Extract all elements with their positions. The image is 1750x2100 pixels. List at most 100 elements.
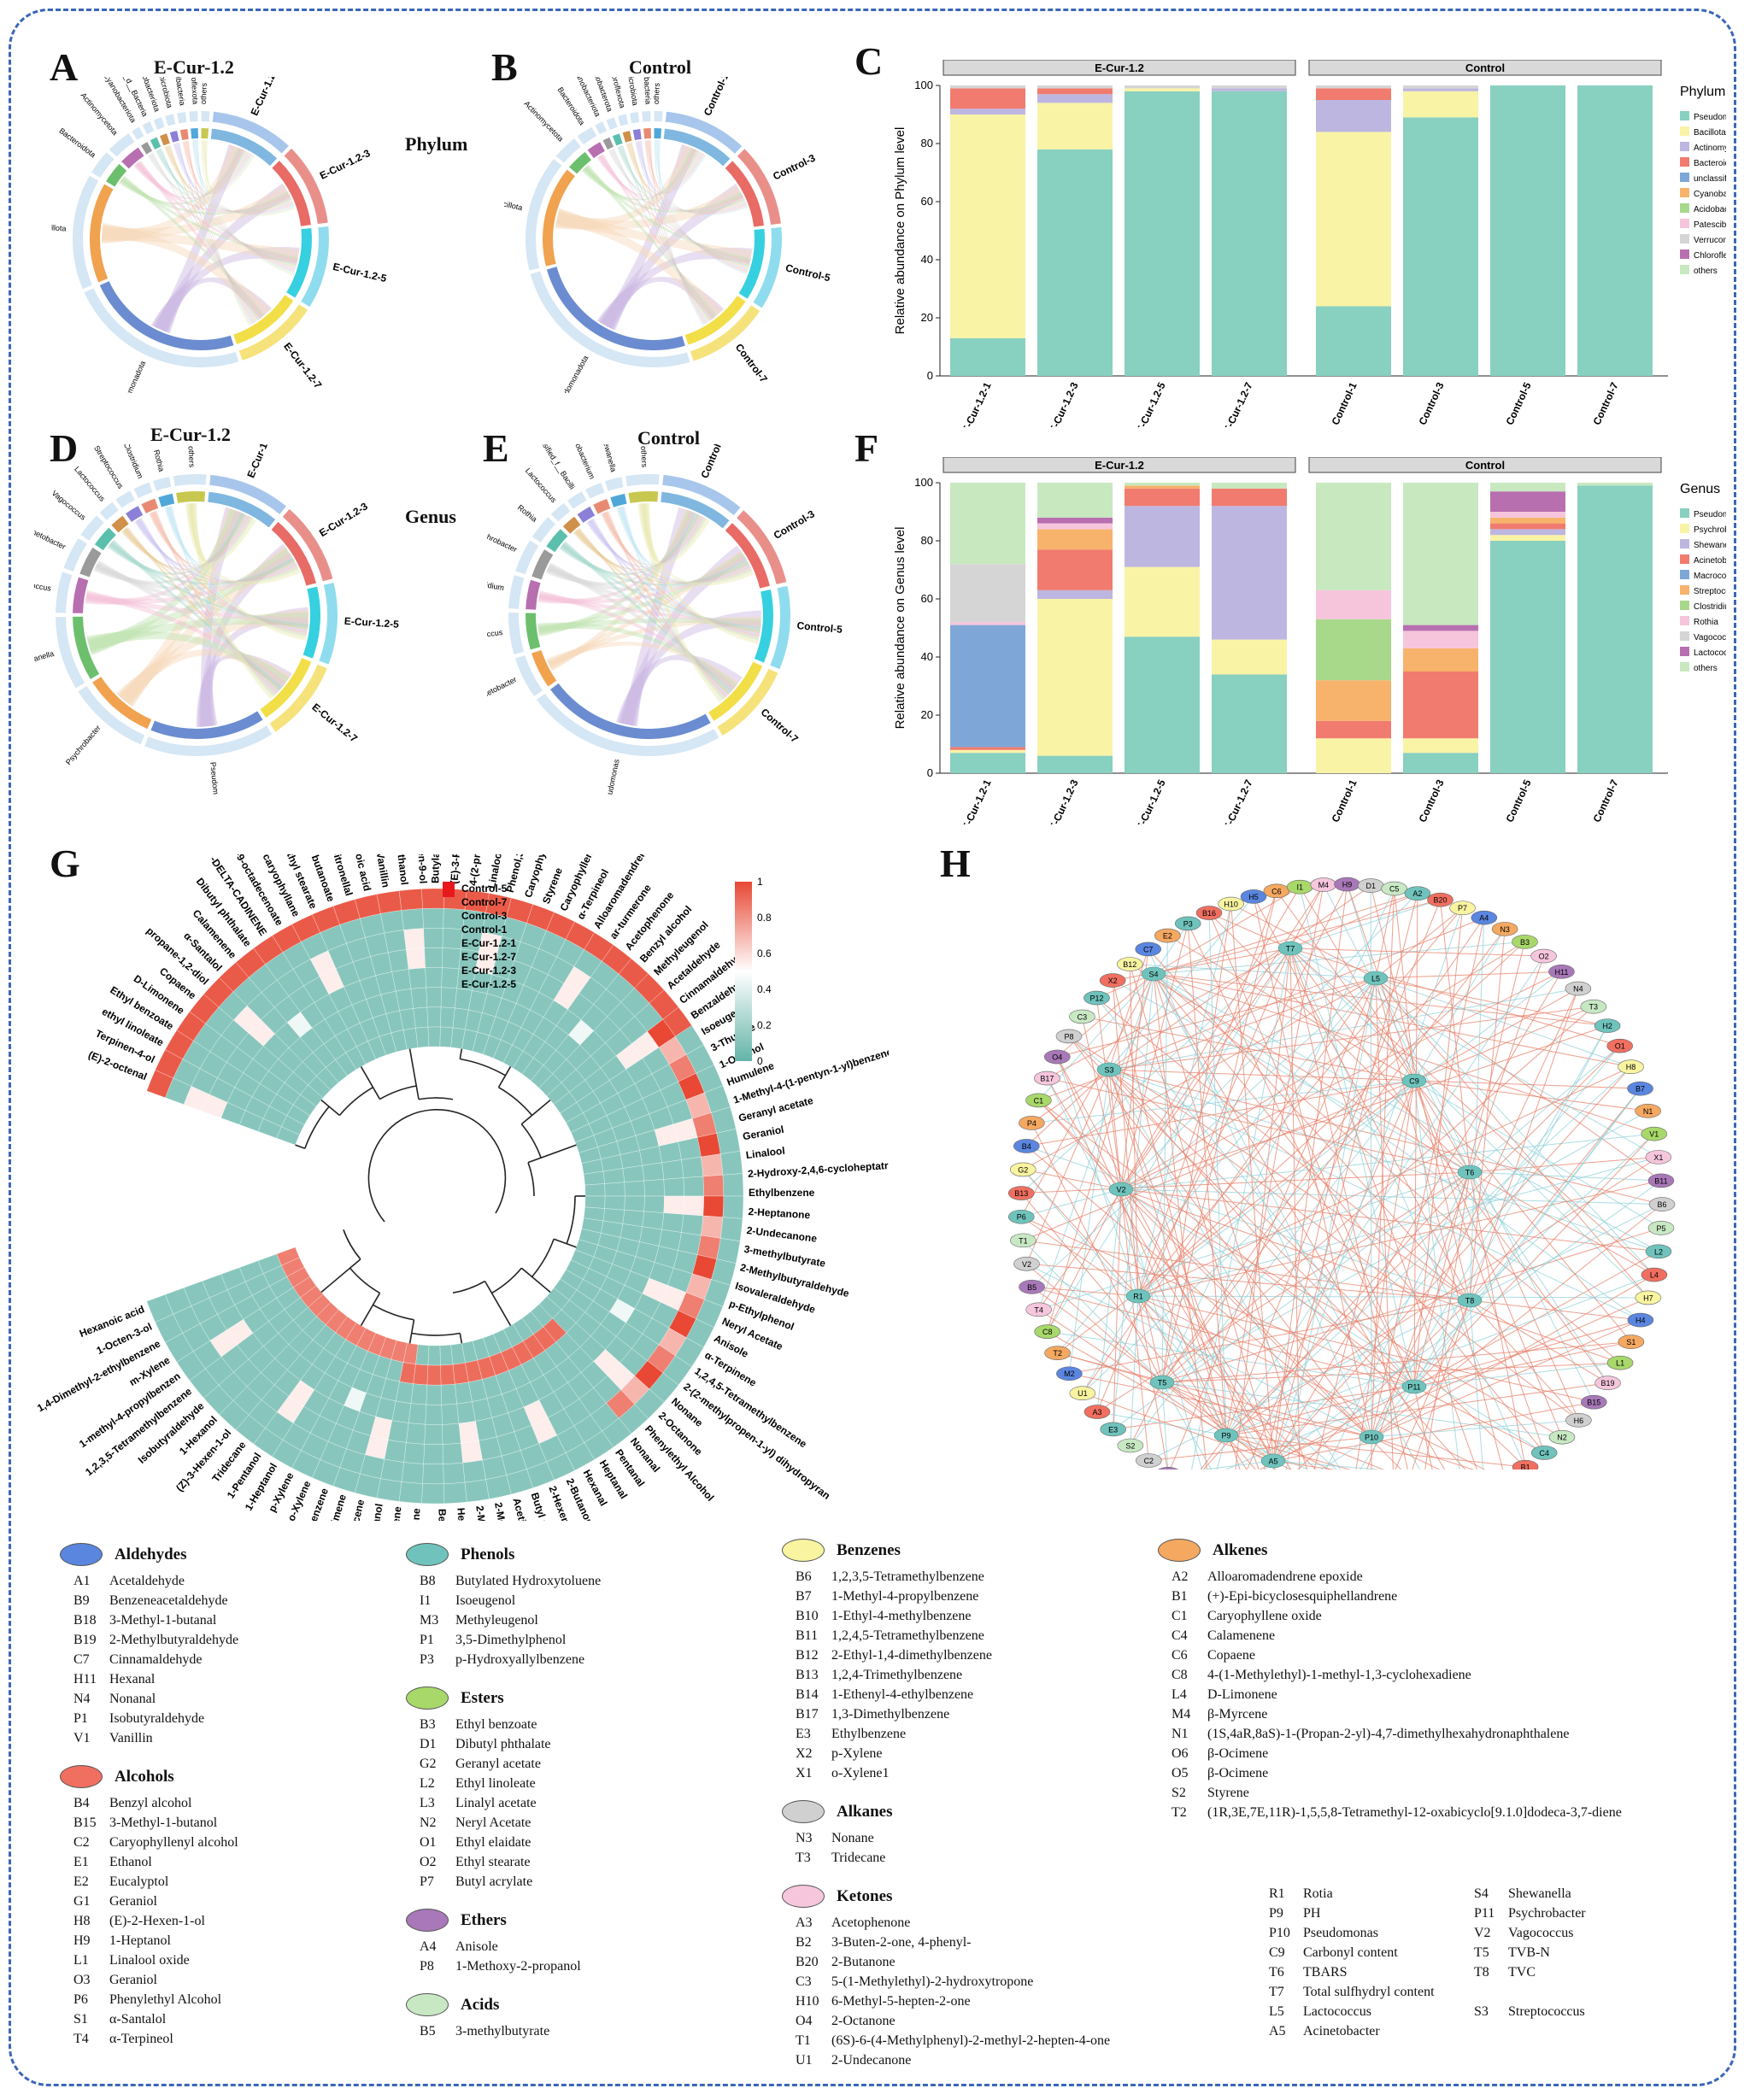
legend-item-name: Acetaldehyde — [109, 1574, 185, 1588]
category-name: Esters — [461, 1689, 504, 1707]
legend-item: T1 (6S)-6-(4-Methylphenyl)-2-methyl-2-hep… — [782, 2031, 1158, 2050]
network-edge — [1413, 1025, 1608, 1387]
heatmap-cell — [442, 947, 461, 970]
category-oval-icon — [406, 1993, 449, 2016]
network-node-label: T4 — [1034, 1305, 1043, 1314]
network-edge — [1068, 1035, 1372, 1438]
network-edge — [1469, 1088, 1641, 1301]
phylum-bar-segment — [1403, 117, 1478, 376]
legend-item-code: T2 — [1172, 1805, 1187, 1820]
legend-item-code: N2 — [420, 1816, 437, 1830]
chord-inner-arc — [612, 133, 623, 146]
dendrogram-root — [367, 1109, 507, 1223]
network-node-label: T1 — [1019, 1236, 1028, 1245]
chord-sector-label: Chloroflexota — [189, 77, 200, 104]
legend-item: P3 p-Hydroxyallylbenzene — [406, 1650, 765, 1669]
category-oval-icon — [406, 1909, 449, 1932]
network-node — [1606, 1355, 1634, 1370]
chord-link — [598, 247, 753, 330]
genus-bar-segment — [1490, 483, 1565, 492]
legend-item: B7 1-Methyl-4-propylbenzene — [782, 1587, 1158, 1606]
network-edge — [1366, 1171, 1471, 1469]
network-node — [1594, 1376, 1621, 1391]
legend-item: C1 Caryophyllene oxide — [1158, 1606, 1722, 1626]
heatmap-cell — [426, 1006, 442, 1028]
chord-sector-label: Control-7 — [759, 706, 801, 745]
phylum-bar-segment — [1316, 132, 1391, 307]
network-edge — [1031, 1123, 1163, 1383]
chord-inner-arc — [654, 128, 662, 139]
network-edge — [1129, 964, 1471, 1173]
dendrogram-branch — [527, 1162, 535, 1197]
legend-item: P7 Butyl acrylate — [406, 1872, 765, 1892]
network-edge — [1056, 1056, 1227, 1436]
chord-link — [85, 552, 294, 605]
network-edge — [1022, 1169, 1139, 1297]
legend-item: N2 Neryl Acetate — [406, 1813, 765, 1833]
phylum-category-label: Control-7 — [1590, 380, 1620, 427]
chord-outer-arc — [238, 304, 308, 361]
dendrogram-leaf — [553, 1238, 577, 1248]
network-inner-node — [1125, 1288, 1151, 1304]
network-edge — [1161, 903, 1232, 1383]
network-edge — [1375, 977, 1662, 1182]
network-edge — [1272, 1066, 1631, 1462]
genus-bar-segment — [950, 753, 1025, 773]
legend-item-code: G2 — [420, 1757, 437, 1771]
code-cell: S3 — [1474, 2004, 1489, 2019]
legend-item-name: Benzeneacetaldehyde — [109, 1593, 228, 1608]
network-node-label: B4 — [1022, 1142, 1031, 1151]
network-edge — [1413, 1006, 1594, 1082]
legend-item-code: N1 — [1172, 1727, 1189, 1741]
legend-item: E1 Ethanol — [60, 1852, 385, 1872]
chord-outer-arc — [737, 510, 787, 584]
heatmap-cell — [722, 1195, 744, 1219]
legend-category-header: Alcohols — [60, 1765, 385, 1788]
legend-category-header: Ketones — [782, 1885, 1158, 1908]
dendrogram-leaf — [295, 1144, 306, 1150]
phylum-bar-segment — [1316, 88, 1391, 100]
chord-link — [134, 514, 250, 567]
chord-link — [538, 554, 748, 604]
chord-outer-arc — [173, 474, 207, 487]
chord-outer-arc — [550, 502, 571, 522]
network-edge — [1082, 977, 1377, 1394]
legend-item-name: Tridecane — [831, 1851, 886, 1865]
network-node-label: N2 — [1557, 1434, 1567, 1442]
code-name-cell: TBARS — [1303, 1965, 1348, 1980]
genus-bar-segment — [1212, 483, 1287, 489]
network-node-label: B1 — [1521, 1464, 1530, 1469]
genus-legend-swatch — [1680, 662, 1689, 672]
chord-outer-arc — [319, 583, 338, 665]
legend-item: B9 Benzeneacetaldehyde — [60, 1591, 385, 1610]
chord-sector-label: Pseudomonas — [602, 758, 621, 795]
network-edge — [1413, 1362, 1621, 1387]
chord-outer-arc — [144, 725, 273, 756]
chord-outer-arc — [301, 226, 329, 308]
network-edge — [1020, 1216, 1139, 1297]
chord-link — [118, 545, 294, 707]
legend-item: S2 Styrene — [1158, 1783, 1722, 1803]
network-edge — [1020, 1193, 1227, 1436]
legend-item-name: (+)-Epi-bicyclosesquiphellandrene — [1207, 1589, 1398, 1604]
code-name-cell: Rotia — [1303, 1886, 1333, 1901]
legend-item-code: B10 — [796, 1609, 819, 1623]
heatmap-cell — [408, 967, 426, 989]
legend-item-code: L2 — [420, 1776, 435, 1791]
legend-item-name: Neryl Acetate — [455, 1816, 531, 1830]
legend-item-name: β-Myrcene — [1207, 1707, 1268, 1722]
network-edge — [1137, 903, 1232, 1297]
network-node-label: H10 — [1224, 900, 1238, 909]
chord-inner-arc — [169, 131, 179, 143]
genus-y-tick-label: 0 — [927, 766, 933, 779]
genus-bar-segment — [1212, 506, 1287, 640]
network-edge — [1026, 1263, 1372, 1438]
legend-item: B13 1,2,4-Trimethylbenzene — [782, 1665, 1158, 1685]
dendrogram-branch — [411, 1332, 461, 1336]
network-edge — [1225, 1434, 1256, 1469]
heatmap-cell — [643, 1195, 665, 1213]
dendrogram-leaf — [408, 1048, 420, 1100]
network-node-label: H5 — [1248, 893, 1259, 901]
network-edge — [1120, 1188, 1402, 1469]
chord-outer-arc — [209, 474, 286, 514]
